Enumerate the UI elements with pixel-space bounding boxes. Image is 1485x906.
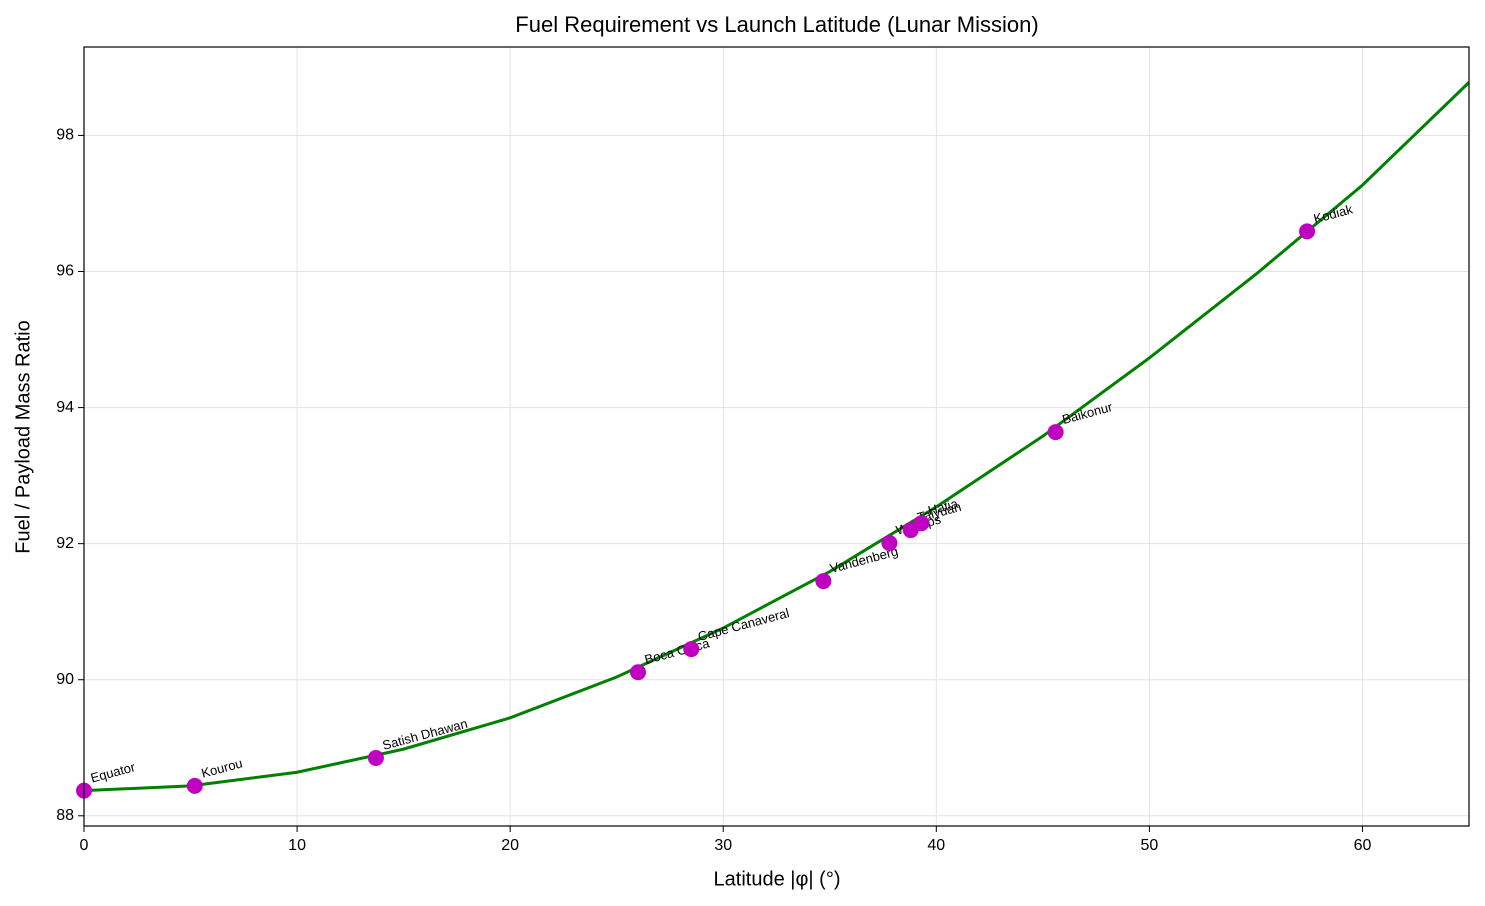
- y-axis-label: Fuel / Payload Mass Ratio: [12, 320, 34, 553]
- point-label: Kourou: [200, 755, 244, 780]
- y-tick-label: 98: [56, 127, 74, 144]
- point: [815, 573, 832, 590]
- point: [881, 534, 898, 551]
- x-tick-label: 30: [714, 837, 732, 854]
- x-axis-label: Latitude |φ| (°): [714, 868, 841, 890]
- point-label: Cape Canaveral: [696, 605, 791, 644]
- y-tick-label: 88: [56, 807, 74, 824]
- point: [683, 641, 700, 658]
- x-tick-label: 40: [927, 837, 945, 854]
- y-tick-label: 92: [56, 535, 74, 552]
- chart-title: Fuel Requirement vs Launch Latitude (Lun…: [515, 12, 1038, 37]
- y-tick-label: 94: [56, 399, 74, 416]
- point: [367, 749, 384, 766]
- y-tick-label: 96: [56, 263, 74, 280]
- x-tick-label: 60: [1354, 837, 1372, 854]
- plot-frame: [83, 46, 1470, 827]
- point-label: Kodiak: [1312, 201, 1355, 226]
- x-tick-label: 0: [80, 837, 89, 854]
- point: [913, 515, 930, 532]
- point: [186, 777, 203, 794]
- x-tick-label: 20: [501, 837, 519, 854]
- y-tick-label: 90: [56, 671, 74, 688]
- point: [1047, 424, 1064, 441]
- point: [630, 664, 646, 681]
- x-tick-label: 50: [1140, 837, 1158, 854]
- x-tick-label: 10: [288, 837, 306, 854]
- point-label: Equator: [89, 759, 138, 785]
- curve-line: [84, 81, 1469, 793]
- point: [1299, 223, 1316, 240]
